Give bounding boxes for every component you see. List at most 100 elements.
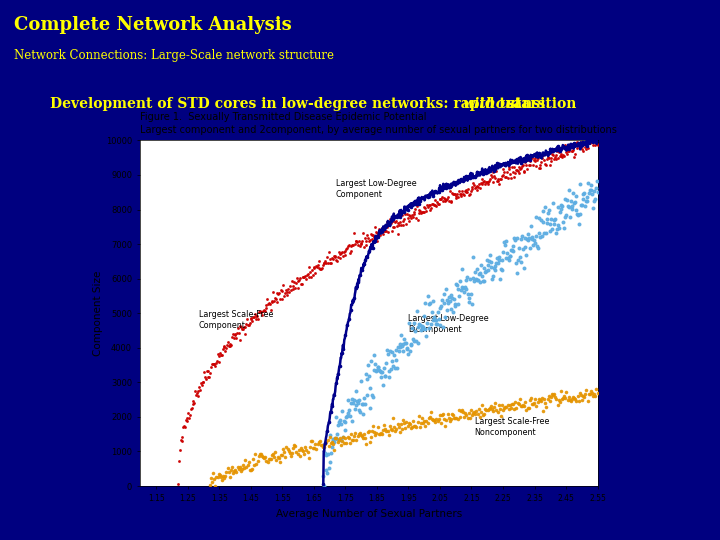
Point bbox=[446, 197, 457, 206]
Point bbox=[546, 145, 558, 153]
Point bbox=[206, 360, 217, 368]
Point bbox=[578, 140, 590, 149]
Point bbox=[401, 417, 413, 426]
Point bbox=[564, 212, 576, 221]
Point bbox=[205, 474, 217, 482]
Point bbox=[473, 270, 485, 279]
Point bbox=[185, 404, 197, 413]
Point bbox=[411, 201, 423, 210]
Point bbox=[531, 156, 543, 164]
Point bbox=[577, 194, 588, 203]
Point bbox=[353, 396, 364, 404]
Point bbox=[577, 145, 588, 153]
Point bbox=[506, 400, 518, 408]
Point bbox=[456, 190, 467, 198]
Point bbox=[436, 185, 448, 194]
Point bbox=[572, 211, 584, 219]
Point bbox=[418, 193, 430, 201]
Point bbox=[463, 190, 474, 199]
Point bbox=[580, 197, 592, 206]
Point bbox=[333, 418, 345, 427]
Point bbox=[275, 451, 287, 460]
Point bbox=[425, 205, 436, 214]
Point bbox=[397, 416, 409, 424]
Point bbox=[366, 356, 377, 365]
Point bbox=[366, 234, 377, 243]
Point bbox=[462, 289, 474, 298]
Point bbox=[192, 392, 203, 400]
Text: Largest Scale-Free
Component: Largest Scale-Free Component bbox=[199, 310, 273, 330]
Point bbox=[547, 391, 559, 400]
Point bbox=[510, 398, 521, 407]
Point bbox=[412, 215, 423, 224]
Point bbox=[402, 217, 414, 225]
Point bbox=[252, 457, 264, 466]
Point bbox=[214, 357, 225, 366]
Point bbox=[304, 443, 315, 452]
Point bbox=[582, 133, 594, 142]
Point bbox=[585, 137, 596, 146]
Point bbox=[271, 298, 282, 306]
Point bbox=[220, 468, 232, 476]
Point bbox=[294, 273, 306, 282]
Point bbox=[341, 245, 352, 254]
Point bbox=[365, 433, 377, 441]
Point bbox=[264, 300, 276, 308]
Point bbox=[515, 258, 526, 267]
Point bbox=[345, 399, 356, 407]
Point bbox=[287, 449, 298, 457]
Point bbox=[408, 210, 419, 219]
Point bbox=[434, 411, 446, 420]
Point bbox=[489, 266, 500, 275]
Point bbox=[523, 233, 535, 242]
Point bbox=[359, 434, 371, 442]
Point bbox=[487, 178, 499, 186]
Point bbox=[344, 439, 356, 448]
Point bbox=[455, 175, 467, 184]
Point bbox=[361, 252, 373, 261]
Point bbox=[266, 297, 278, 306]
Point bbox=[390, 355, 401, 364]
Point bbox=[496, 401, 508, 410]
Point bbox=[351, 436, 362, 444]
Point bbox=[201, 367, 212, 376]
Point bbox=[309, 262, 320, 271]
Point bbox=[330, 379, 342, 388]
Point bbox=[592, 388, 603, 397]
Point bbox=[232, 324, 243, 333]
Point bbox=[484, 404, 495, 413]
Point bbox=[320, 451, 332, 460]
Point bbox=[565, 143, 577, 152]
Point bbox=[238, 460, 249, 469]
Point bbox=[212, 350, 223, 359]
Point bbox=[372, 228, 383, 237]
Point bbox=[385, 217, 397, 225]
Point bbox=[464, 190, 476, 199]
Point bbox=[411, 200, 423, 209]
Point bbox=[328, 252, 339, 260]
Point bbox=[466, 185, 477, 194]
Point bbox=[533, 395, 544, 403]
Point bbox=[492, 252, 504, 261]
Point bbox=[585, 133, 597, 142]
Point bbox=[487, 272, 499, 280]
Point bbox=[485, 175, 496, 184]
Point bbox=[260, 453, 271, 461]
Point bbox=[584, 390, 595, 399]
Point bbox=[225, 341, 237, 349]
Point bbox=[350, 428, 361, 437]
Point bbox=[416, 207, 428, 216]
Point bbox=[413, 323, 424, 332]
Point bbox=[506, 246, 518, 254]
Point bbox=[321, 427, 333, 436]
Point bbox=[555, 152, 567, 160]
Point bbox=[424, 190, 436, 198]
Point bbox=[555, 387, 567, 395]
Point bbox=[530, 232, 541, 240]
Point bbox=[351, 238, 363, 246]
Point bbox=[372, 423, 383, 431]
Point bbox=[469, 268, 481, 276]
Point bbox=[220, 344, 232, 353]
Point bbox=[563, 145, 575, 154]
Point bbox=[542, 152, 554, 161]
